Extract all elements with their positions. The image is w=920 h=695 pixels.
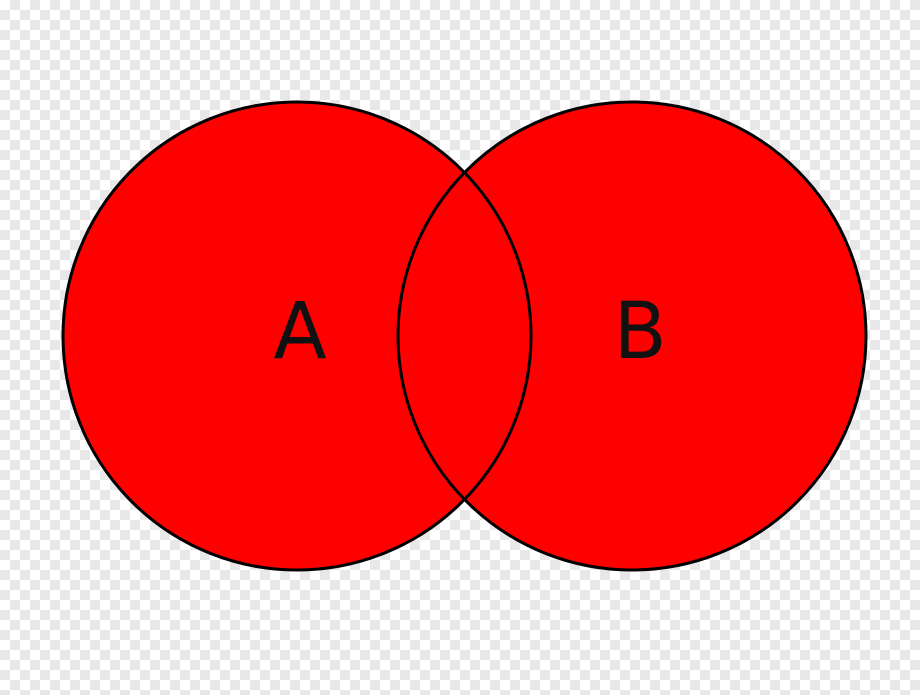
set-a-fill	[63, 102, 531, 570]
set-b-outline	[396, 100, 868, 572]
set-a-label: A	[273, 287, 326, 377]
set-a-outline	[61, 100, 533, 572]
set-b-fill	[398, 102, 866, 570]
set-b-label: B	[613, 287, 667, 377]
